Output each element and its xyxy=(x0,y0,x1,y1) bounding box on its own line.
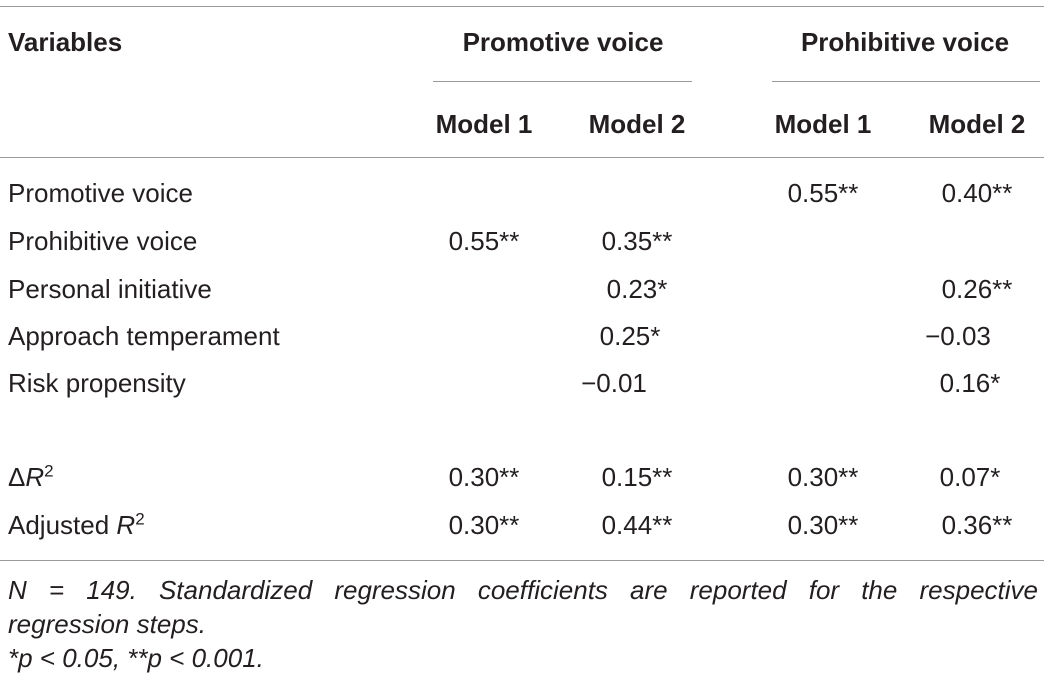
r-var: R xyxy=(25,462,45,492)
header-promotive-model2: Model 2 xyxy=(588,109,686,139)
note-line-2: regression steps. xyxy=(8,609,206,639)
cell-s0-c1: 0.15** xyxy=(601,462,673,492)
cell-s1-c1: 0.44** xyxy=(601,510,673,540)
prohibitive-group-rule xyxy=(772,81,1040,82)
cell-r0-c3: 0.40** xyxy=(941,178,1013,208)
row-label-promotive-voice: Promotive voice xyxy=(8,178,193,208)
header-promotive-voice: Promotive voice xyxy=(462,27,664,57)
r-sup: 2 xyxy=(135,509,145,529)
header-prohibitive-voice: Prohibitive voice xyxy=(800,27,1010,57)
cell-r3-c3: −0.03 xyxy=(925,321,991,351)
cell-r2-c1: 0.23* xyxy=(606,274,668,304)
table-note: N = 149. Standardized regression coeffic… xyxy=(8,573,1038,675)
row-label-adjusted-r2: Adjusted R2 xyxy=(8,510,145,540)
cell-s0-c0: 0.30** xyxy=(448,462,520,492)
bottom-rule xyxy=(0,560,1044,561)
cell-r1-c1: 0.35** xyxy=(601,226,673,256)
adjusted-prefix: Adjusted xyxy=(8,510,117,540)
header-variables: Variables xyxy=(8,27,123,57)
top-rule xyxy=(0,6,1044,7)
cell-s1-c0: 0.30** xyxy=(448,510,520,540)
row-label-delta-r2: ΔR2 xyxy=(8,462,54,492)
cell-r1-c0: 0.55** xyxy=(448,226,520,256)
cell-s1-c2: 0.30** xyxy=(787,510,859,540)
header-rule xyxy=(0,157,1044,158)
cell-r4-c1: −0.01 xyxy=(581,368,647,398)
cell-r3-c1: 0.25* xyxy=(599,321,661,351)
r-var: R xyxy=(116,510,136,540)
cell-r4-c3: 0.16* xyxy=(939,368,1001,398)
cell-r0-c2: 0.55** xyxy=(787,178,859,208)
cell-s1-c3: 0.36** xyxy=(941,510,1013,540)
cell-s0-c2: 0.30** xyxy=(787,462,859,492)
row-label-risk-propensity: Risk propensity xyxy=(8,368,186,398)
delta-prefix: Δ xyxy=(8,462,26,492)
header-promotive-model1: Model 1 xyxy=(435,109,533,139)
cell-s0-c3: 0.07* xyxy=(939,462,1001,492)
header-prohibitive-model1: Model 1 xyxy=(774,109,872,139)
header-prohibitive-model2: Model 2 xyxy=(928,109,1026,139)
r-sup: 2 xyxy=(44,461,54,481)
row-label-personal-initiative: Personal initiative xyxy=(8,274,212,304)
cell-r2-c3: 0.26** xyxy=(941,274,1013,304)
note-line-1: N = 149. Standardized regression coeffic… xyxy=(8,575,1038,605)
row-label-approach-temperament: Approach temperament xyxy=(8,321,280,351)
note-line-3: *p < 0.05, **p < 0.001. xyxy=(8,643,264,673)
promotive-group-rule xyxy=(433,81,692,82)
row-label-prohibitive-voice: Prohibitive voice xyxy=(8,226,198,256)
